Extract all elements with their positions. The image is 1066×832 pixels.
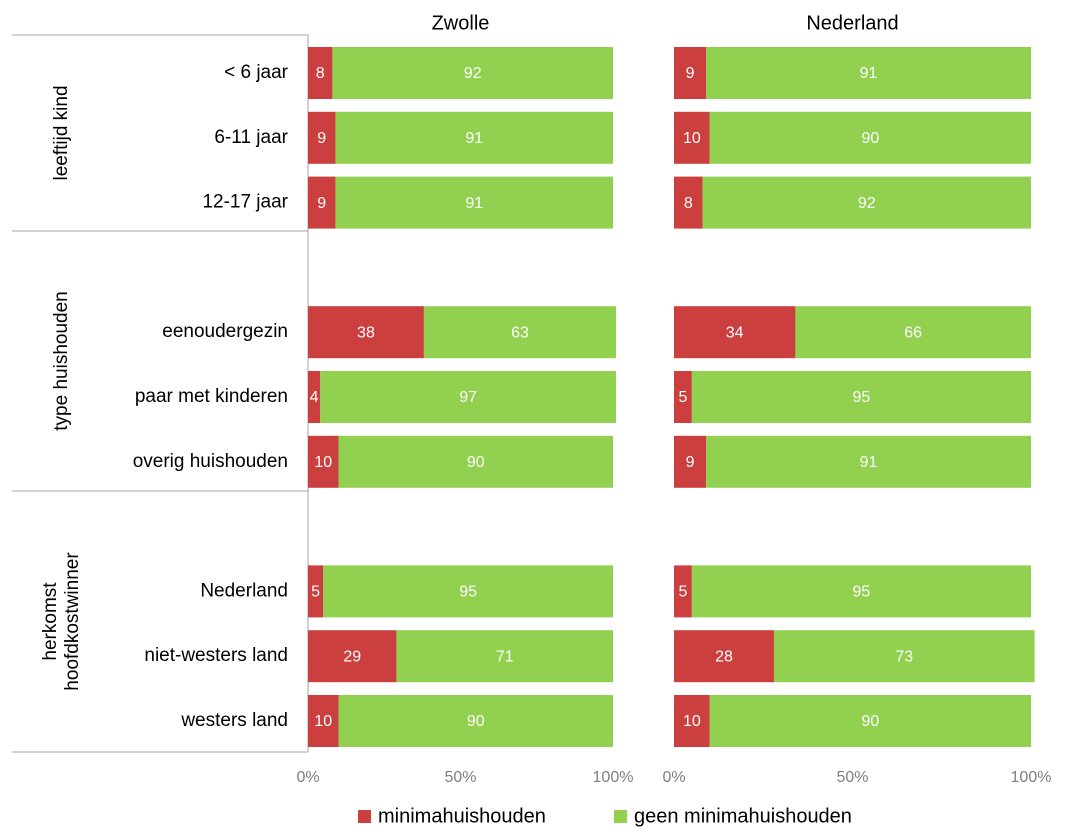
bar-segment xyxy=(691,565,1031,618)
data-label: 9 xyxy=(317,130,326,147)
bar-segment xyxy=(674,630,774,683)
bar-segment xyxy=(308,435,339,488)
data-label: 5 xyxy=(678,584,687,601)
bar-segment xyxy=(308,306,424,359)
category-label: eenoudergezin xyxy=(162,321,288,342)
data-label: 71 xyxy=(496,648,514,665)
data-label: 4 xyxy=(310,389,319,406)
bar-segment xyxy=(795,306,1031,359)
data-label: 92 xyxy=(464,65,482,82)
data-label: 9 xyxy=(686,454,695,471)
category-label: 6-11 jaar xyxy=(214,127,288,148)
bar-segment xyxy=(332,47,613,99)
bar-segment xyxy=(709,111,1031,164)
bar-segment xyxy=(308,176,336,229)
data-label: 91 xyxy=(465,195,483,212)
category-label: paar met kinderen xyxy=(135,386,288,407)
panel-title: Nederland xyxy=(806,12,898,34)
data-label: 5 xyxy=(311,584,320,601)
x-tick-label: 100% xyxy=(593,769,634,786)
bar-segment xyxy=(308,371,321,423)
data-label: 29 xyxy=(343,648,361,665)
category-label: niet-westers land xyxy=(144,645,288,666)
bar-segment xyxy=(674,371,692,423)
x-tick-label: 100% xyxy=(1011,769,1052,786)
data-label: 90 xyxy=(467,713,485,730)
data-label: 91 xyxy=(465,130,483,147)
category-label: 12-17 jaar xyxy=(202,192,288,213)
bar-segment xyxy=(423,306,617,359)
group-label: hoofdkostwinner xyxy=(62,552,83,691)
bar-segment xyxy=(335,111,613,164)
data-label: 9 xyxy=(317,195,326,212)
bar-segment xyxy=(674,47,707,99)
bar-segment xyxy=(709,695,1031,747)
data-label: 28 xyxy=(715,648,733,665)
bar-segment xyxy=(706,435,1031,488)
bar-segment xyxy=(396,630,613,683)
legend-label: minimahuishouden xyxy=(378,805,546,827)
data-label: 8 xyxy=(684,195,693,212)
bar-segment xyxy=(773,630,1035,683)
data-label: 9 xyxy=(686,65,695,82)
group-label: type huishouden xyxy=(51,291,72,430)
bar-segment xyxy=(674,306,796,359)
data-label: 10 xyxy=(314,713,332,730)
x-tick-label: 0% xyxy=(662,769,685,786)
bar-segment xyxy=(308,695,339,747)
data-label: 8 xyxy=(316,65,325,82)
bar-segment xyxy=(674,565,692,618)
data-label: 91 xyxy=(860,454,878,471)
bar-segment xyxy=(674,176,703,229)
data-label: 95 xyxy=(853,584,871,601)
bar-segment xyxy=(674,111,710,164)
bar-segment xyxy=(338,435,613,488)
data-label: 66 xyxy=(904,324,922,341)
bar-segment xyxy=(308,565,324,618)
legend-label: geen minimahuishouden xyxy=(634,805,852,827)
data-label: 97 xyxy=(459,389,477,406)
bar-segment xyxy=(335,176,613,229)
bar-segment xyxy=(320,371,617,423)
data-label: 90 xyxy=(861,130,879,147)
data-label: 95 xyxy=(853,389,871,406)
data-label: 90 xyxy=(467,454,485,471)
x-tick-label: 0% xyxy=(296,769,319,786)
data-label: 34 xyxy=(726,324,744,341)
category-label: westers land xyxy=(180,710,288,731)
bar-segment xyxy=(702,176,1031,229)
bar-segment xyxy=(706,47,1031,99)
bar-segment xyxy=(691,371,1031,423)
category-label: overig huishouden xyxy=(133,451,288,472)
data-label: 5 xyxy=(678,389,687,406)
bar-segment xyxy=(323,565,613,618)
data-label: 95 xyxy=(459,584,477,601)
data-label: 10 xyxy=(314,454,332,471)
data-label: 91 xyxy=(860,65,878,82)
group-label: leeftijd kind xyxy=(51,85,72,180)
x-tick-label: 50% xyxy=(444,769,476,786)
bar-segment xyxy=(338,695,613,747)
bar-segment xyxy=(308,47,333,99)
data-label: 10 xyxy=(683,130,701,147)
category-label: < 6 jaar xyxy=(224,62,289,83)
category-label: Nederland xyxy=(200,580,288,601)
legend-swatch xyxy=(614,810,627,823)
bar-segment xyxy=(674,435,707,488)
x-tick-label: 50% xyxy=(836,769,868,786)
bar-segment xyxy=(308,111,336,164)
bar-segment xyxy=(308,630,397,683)
panel-title: Zwolle xyxy=(432,12,490,34)
data-label: 38 xyxy=(357,324,375,341)
legend-swatch xyxy=(358,810,371,823)
data-label: 10 xyxy=(683,713,701,730)
data-label: 92 xyxy=(858,195,876,212)
data-label: 73 xyxy=(895,648,913,665)
data-label: 90 xyxy=(861,713,879,730)
group-label: herkomst xyxy=(40,582,61,661)
bar-segment xyxy=(674,695,710,747)
data-label: 63 xyxy=(511,324,529,341)
